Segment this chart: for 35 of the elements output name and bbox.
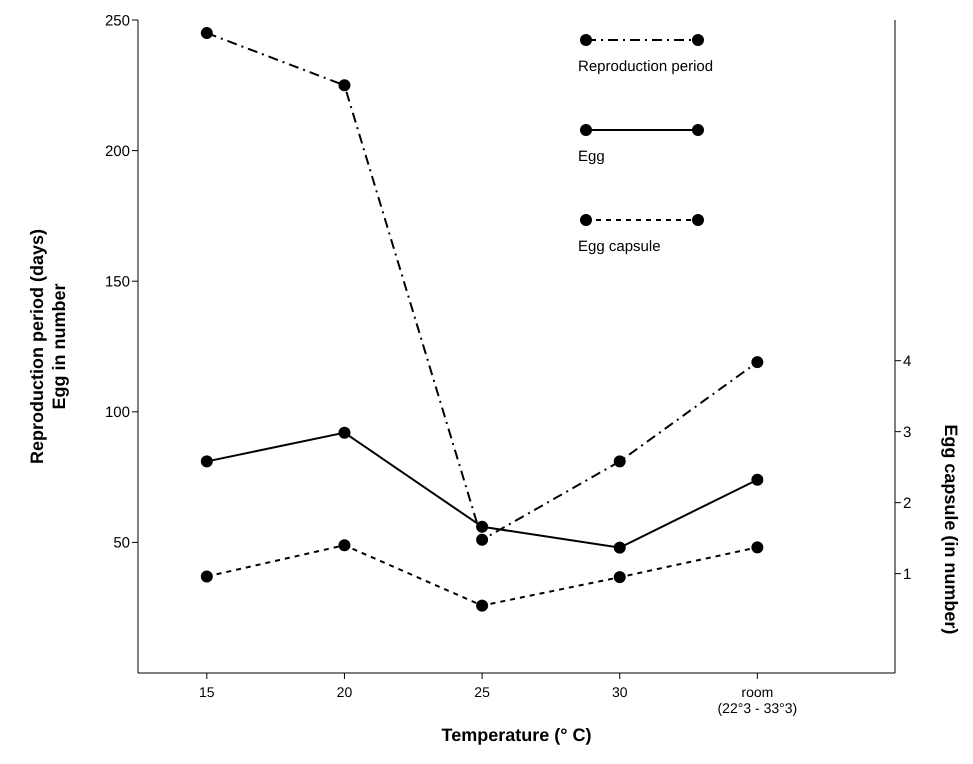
- point: [614, 571, 626, 584]
- point: [751, 356, 764, 368]
- x-tick-label: 15: [199, 684, 215, 700]
- y-tick-label: 150: [104, 274, 130, 291]
- point: [476, 534, 488, 546]
- point: [476, 520, 488, 533]
- legend-label: Egg: [578, 148, 606, 165]
- y2-tick-label: 1: [903, 566, 912, 583]
- point: [200, 455, 213, 468]
- y-tick-label: 100: [104, 404, 130, 422]
- y-tick-label: 250: [104, 12, 130, 30]
- legend-label: Reproduction period: [578, 58, 714, 75]
- x-tick-label: 25: [474, 684, 490, 700]
- y-tick-label: 200: [104, 142, 130, 160]
- point: [476, 600, 488, 612]
- x-tick-label: 20: [336, 684, 352, 700]
- point: [614, 542, 626, 554]
- x-tick-label: 30: [612, 684, 628, 700]
- y2-axis-title: Egg capsule (in number): [941, 424, 961, 634]
- legend-label: Egg capsule: [578, 238, 662, 255]
- x-tick-label: room (22°3 - 33°3): [718, 684, 798, 716]
- point: [200, 570, 213, 582]
- point: [200, 27, 213, 40]
- x-axis-title: Temperature (° C): [442, 725, 592, 745]
- point: [751, 541, 764, 554]
- point: [751, 474, 764, 486]
- y2-tick-label: 2: [903, 494, 912, 512]
- y2-tick-label: 4: [903, 353, 912, 370]
- y-axis-title: Reproduction period (days) Egg in number: [27, 228, 69, 464]
- point: [338, 426, 350, 439]
- point: [338, 79, 350, 92]
- point: [614, 455, 626, 468]
- y-tick-label: 50: [113, 534, 130, 552]
- y2-tick-label: 3: [903, 424, 912, 441]
- point: [338, 539, 350, 552]
